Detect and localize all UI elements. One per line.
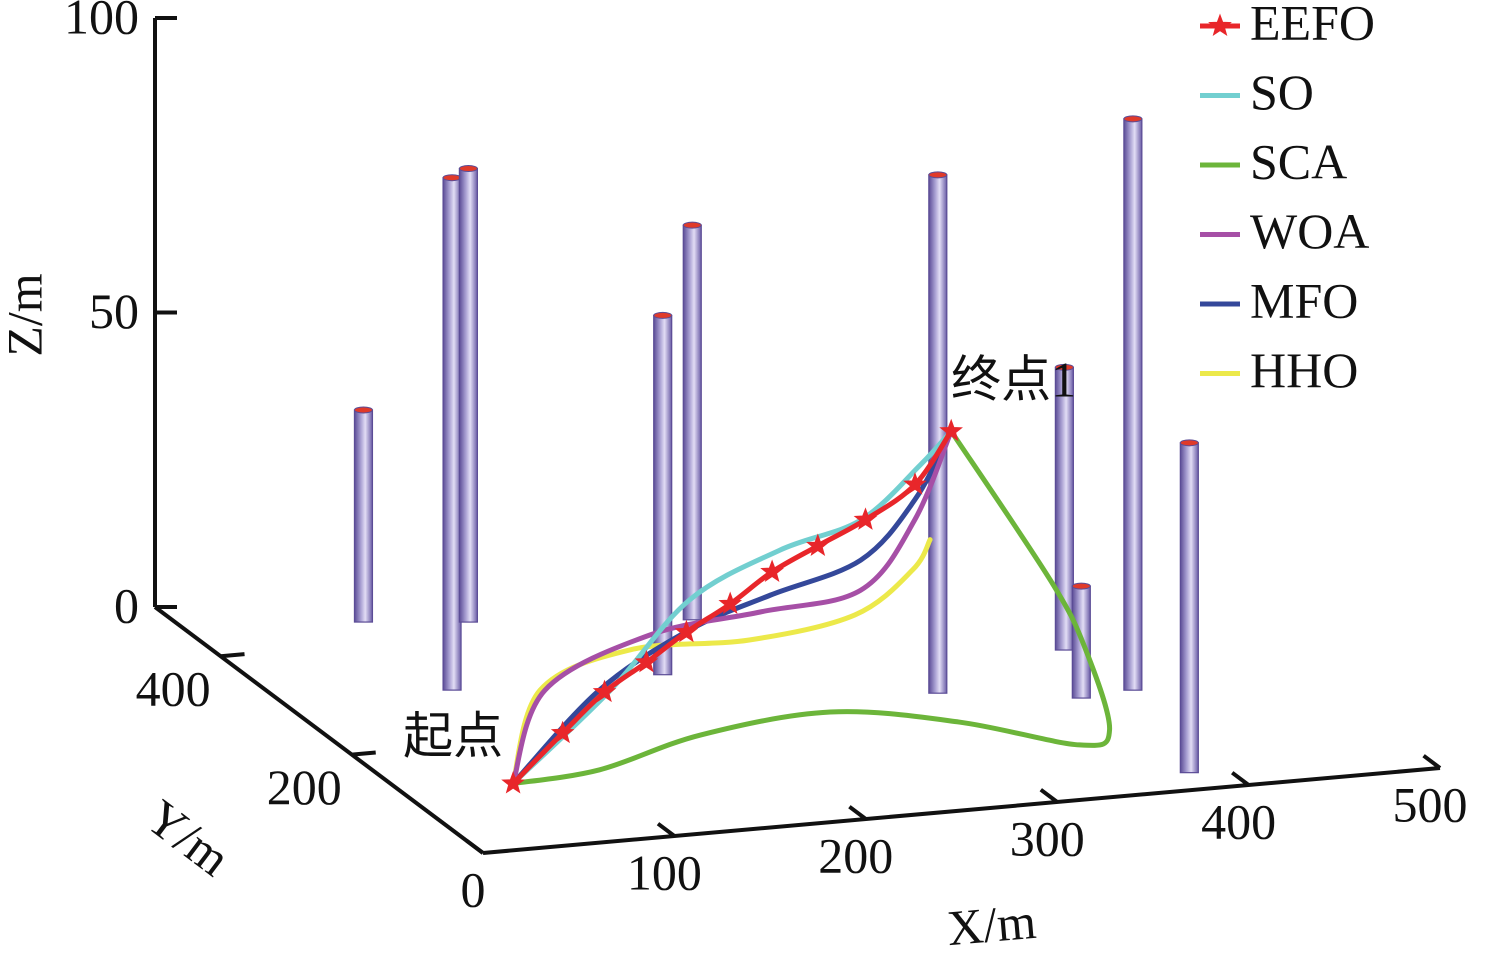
marker [903, 472, 927, 495]
obstacle [1123, 118, 1143, 691]
x-axis [482, 766, 1441, 855]
obstacles [353, 115, 1199, 774]
legend-label: MFO [1250, 272, 1358, 328]
legend-label: HHO [1250, 342, 1358, 398]
obstacle [682, 224, 702, 621]
legend: EEFO SO SCA WOA MFO HHO [1200, 0, 1375, 398]
marker [760, 559, 784, 582]
marker [550, 720, 575, 744]
x-tick-label: 0 [461, 861, 486, 917]
path-line [510, 428, 954, 787]
obstacle [353, 409, 374, 623]
x-tick [848, 805, 867, 821]
obstacle [458, 167, 478, 623]
legend-marker [1208, 13, 1232, 37]
y-tick-label: 400 [136, 661, 211, 717]
x-tick [1230, 771, 1250, 787]
legend-label: EEFO [1250, 0, 1375, 50]
path-line [510, 428, 1113, 787]
y-axis-label: Y/m [136, 788, 241, 886]
path-line [510, 428, 954, 787]
marker [718, 591, 743, 615]
marker [853, 507, 878, 530]
marker [939, 418, 963, 442]
marker [674, 619, 699, 643]
x-tick-label: 300 [1010, 810, 1085, 866]
y-tick [351, 750, 376, 757]
z-tick-label: 100 [64, 0, 139, 44]
obstacle-top [928, 171, 948, 179]
obstacle-top [458, 165, 478, 173]
x-tick [1422, 754, 1442, 770]
y-tick [220, 652, 245, 659]
annotation: 起点 [403, 708, 503, 764]
x-tick [656, 822, 676, 838]
legend-label: SCA [1250, 133, 1347, 189]
path-line [510, 537, 933, 787]
x-tick-label: 100 [627, 844, 702, 900]
obstacle-top [1054, 363, 1074, 371]
legend-label: WOA [1250, 203, 1369, 259]
x-tick-label: 400 [1201, 793, 1276, 849]
z-tick-label: 0 [114, 577, 139, 633]
obstacle-top [1179, 439, 1199, 447]
x-tick [465, 839, 485, 855]
x-tick [1039, 788, 1059, 804]
marker [592, 679, 617, 703]
x-tick-label: 200 [818, 827, 893, 883]
obstacle-top [653, 311, 673, 319]
obstacle-top [353, 406, 373, 414]
obstacle-top [1071, 582, 1091, 590]
z-tick-label: 50 [89, 283, 139, 339]
y-axis [153, 605, 485, 855]
obstacle [442, 177, 462, 691]
marker [501, 771, 525, 794]
z-axis-label: Z/m [0, 273, 52, 356]
obstacle [1179, 442, 1199, 774]
y-tick-label: 200 [267, 759, 342, 815]
obstacle [928, 174, 948, 694]
marker [634, 649, 659, 673]
obstacle-top [442, 174, 462, 182]
annotation: 终点1 [951, 352, 1076, 408]
x-axis-label: X/m [945, 893, 1039, 955]
x-tick-label: 500 [1393, 776, 1468, 832]
obstacle-top [1123, 115, 1143, 123]
legend-label: SO [1250, 64, 1314, 120]
paths: 起点 终点1 [403, 352, 1113, 794]
obstacle-top [682, 221, 702, 229]
marker [806, 533, 830, 556]
